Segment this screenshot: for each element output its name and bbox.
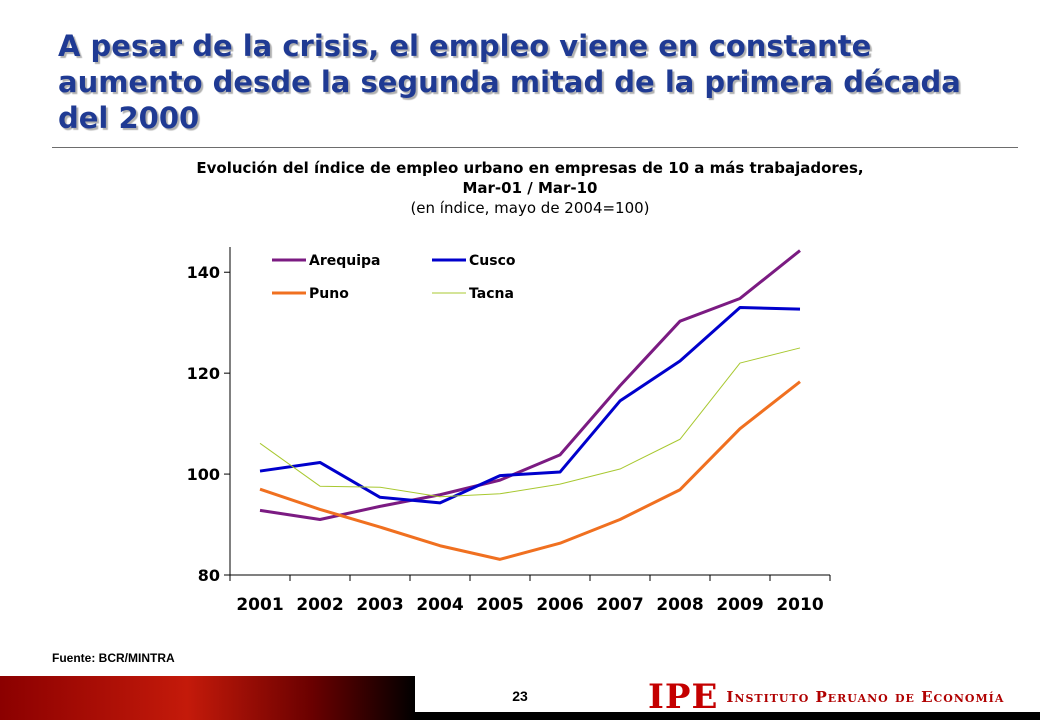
x-tick-label: 2004 [416, 595, 463, 615]
y-tick-label: 100 [187, 465, 220, 484]
legend-label: Tacna [469, 286, 514, 302]
y-tick-label: 120 [187, 364, 220, 383]
series-line-cusco [259, 306, 801, 505]
x-tick-label: 2008 [656, 595, 703, 615]
page-number: 23 [512, 688, 528, 704]
source-note: Fuente: BCR/MINTRA [52, 651, 175, 665]
x-tick-label: 2009 [716, 595, 763, 615]
series-line-arequipa [259, 249, 801, 521]
x-tick-label: 2002 [296, 595, 343, 615]
logo-abbreviation: IPE [648, 677, 719, 717]
legend-label: Puno [309, 286, 349, 302]
slide-title: A pesar de la crisis, el empleo viene en… [58, 29, 961, 135]
y-tick-label: 140 [187, 263, 220, 282]
logo-full-name: Instituto Peruano de Economía [726, 688, 1005, 706]
x-tick-label: 2010 [776, 595, 823, 615]
chart-subtitle: (en índice, mayo de 2004=100) [410, 199, 650, 217]
series-line-tacna [259, 347, 801, 498]
series-line-puno [259, 380, 801, 561]
x-tick-label: 2005 [476, 595, 523, 615]
legend-label: Cusco [469, 253, 516, 269]
chart-title: Evolución del índice de empleo urbano en… [196, 159, 864, 197]
ipe-logo: IPE Instituto Peruano de Economía [648, 679, 1004, 715]
chart-heading: Evolución del índice de empleo urbano en… [180, 158, 880, 218]
x-tick-label: 2001 [236, 595, 283, 615]
x-tick-label: 2006 [536, 595, 583, 615]
footer-panel [415, 676, 1040, 712]
y-tick-label: 80 [198, 566, 220, 585]
title-divider [52, 147, 1018, 148]
x-tick-label: 2007 [596, 595, 643, 615]
x-tick-label: 2003 [356, 595, 403, 615]
legend-label: Arequipa [309, 253, 381, 269]
